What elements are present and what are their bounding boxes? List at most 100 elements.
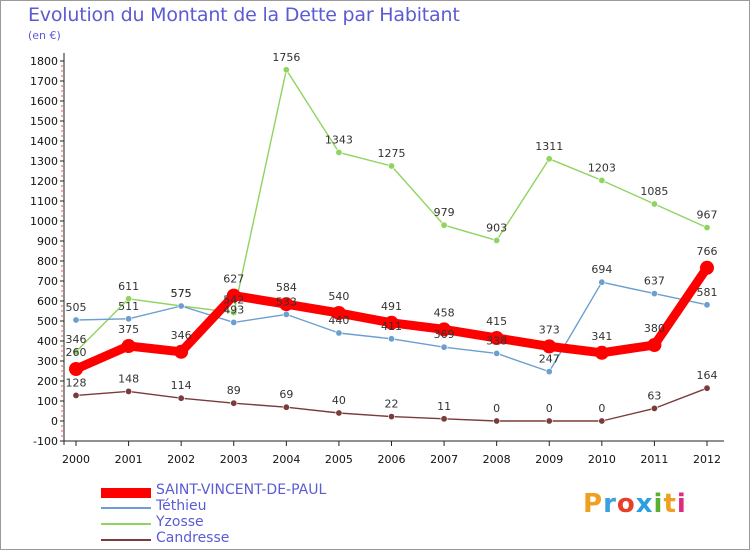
data-label-candresse: 0 [598,402,605,415]
legend-swatch-tethieu [101,507,151,509]
y-tick-label: 1100 [30,195,58,208]
legend-swatch-yzosse [101,523,151,525]
data-label-t-thieu: 440 [328,314,349,327]
y-tick-label: 1200 [30,175,58,188]
y-tick-label: 1400 [30,135,58,148]
data-point-t-thieu [125,315,133,323]
data-label-candresse: 69 [279,388,293,401]
y-minor-tick [61,435,63,437]
y-minor-tick [61,210,63,212]
data-point-t-thieu [545,368,553,376]
data-point-yzosse [335,148,343,156]
data-label-candresse: 40 [332,394,346,407]
data-label-candresse: 89 [227,384,241,397]
data-point-candresse [440,415,448,423]
y-minor-tick [61,410,63,412]
data-label-t-thieu: 247 [539,353,560,366]
y-minor-tick [61,185,63,187]
y-minor-tick [61,305,63,307]
data-point-candresse [335,409,343,417]
x-tick-label: 2001 [115,453,143,466]
data-point-saint-vincent-de-paul [594,345,609,360]
data-label-saint-vincent-de-paul: 766 [697,245,718,258]
data-label-yzosse: 1085 [640,185,668,198]
data-point-t-thieu [440,343,448,351]
y-minor-tick [61,310,63,312]
data-point-candresse [230,399,238,407]
legend-label: Candresse [156,530,230,546]
data-point-yzosse [493,236,501,244]
x-tick-label: 2009 [535,453,563,466]
data-point-saint-vincent-de-paul [384,315,399,330]
data-label-yzosse: 611 [118,280,139,293]
y-minor-tick [61,150,63,152]
x-tick-label: 2012 [693,453,721,466]
data-point-saint-vincent-de-paul [121,339,136,353]
data-label-candresse: 63 [647,389,661,402]
y-minor-tick [61,350,63,352]
data-point-t-thieu [598,278,606,286]
x-tick-label: 2011 [640,453,668,466]
x-tick-label: 2010 [588,453,616,466]
y-minor-tick [61,355,63,357]
x-tick-label: 2005 [325,453,353,466]
y-minor-tick [61,75,63,77]
data-label-yzosse: 575 [171,287,192,300]
y-minor-tick [61,175,63,177]
proxiti-logo: Proxiti [583,489,687,519]
data-point-yzosse [703,224,711,232]
y-tick-label: 1700 [30,75,58,88]
data-point-candresse [598,417,606,425]
data-point-candresse [282,403,290,411]
y-tick-label: 300 [37,355,58,368]
y-minor-tick [61,390,63,392]
data-label-yzosse: 346 [66,333,87,346]
x-tick-label: 2000 [62,453,90,466]
chart-subtitle: (en €) [28,29,61,42]
y-minor-tick [61,265,63,267]
data-point-candresse [650,404,658,412]
y-tick-label: 400 [37,335,58,348]
data-label-saint-vincent-de-paul: 584 [276,281,297,294]
data-label-saint-vincent-de-paul: 375 [118,323,139,336]
y-tick-label: -100 [33,435,58,448]
y-minor-tick [61,295,63,297]
y-minor-tick [61,275,63,277]
data-point-t-thieu [282,310,290,318]
data-label-saint-vincent-de-paul: 373 [539,323,560,336]
data-label-yzosse: 1756 [272,51,300,64]
y-tick-label: 600 [37,295,58,308]
data-point-t-thieu [493,349,501,357]
y-tick-label: 1000 [30,215,58,228]
y-minor-tick [61,135,63,137]
y-tick-label: 0 [51,415,58,428]
legend-label: Yzosse [156,514,204,530]
y-minor-tick [61,235,63,237]
y-minor-tick [61,170,63,172]
y-minor-tick [61,425,63,427]
data-point-saint-vincent-de-paul [647,338,662,352]
y-minor-tick [61,330,63,332]
data-label-yzosse: 1203 [588,161,616,174]
data-point-yzosse [440,221,448,229]
data-label-candresse: 11 [437,400,451,413]
data-point-saint-vincent-de-paul [489,331,504,345]
data-point-yzosse [387,162,395,170]
data-label-yzosse: 967 [697,209,718,222]
data-label-yzosse: 1311 [535,140,563,153]
data-label-saint-vincent-de-paul: 380 [644,322,665,335]
y-tick-label: 1300 [30,155,58,168]
y-minor-tick [61,90,63,92]
data-point-candresse [493,417,501,425]
y-tick-label: 200 [37,375,58,388]
data-label-candresse: 148 [118,372,139,385]
y-minor-tick [61,335,63,337]
data-label-t-thieu: 694 [591,263,612,276]
data-label-saint-vincent-de-paul: 341 [591,330,612,343]
y-minor-tick [61,165,63,167]
y-minor-tick [61,110,63,112]
legend-label: SAINT-VINCENT-DE-PAUL [156,482,327,498]
data-label-t-thieu: 338 [486,334,507,347]
data-point-yzosse [650,200,658,208]
